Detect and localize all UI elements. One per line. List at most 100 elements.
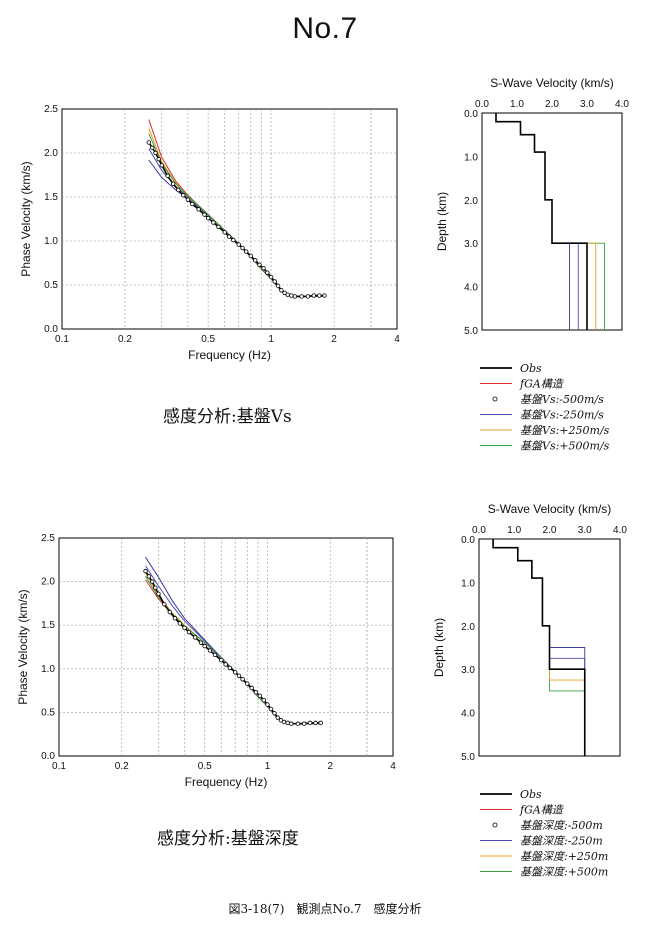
disp-vs-obs-point bbox=[170, 181, 176, 186]
disp-depth-obs-point bbox=[236, 673, 242, 678]
disp-vs-obs-point bbox=[299, 294, 304, 299]
disp-depth-xtick: 1 bbox=[265, 761, 271, 772]
prof-depth-profile-obs bbox=[492, 539, 586, 756]
prof-depth-legend-label: Obs bbox=[520, 788, 542, 801]
disp-vs-obs-point bbox=[190, 201, 195, 207]
disp-depth-ytick: 0.5 bbox=[41, 707, 55, 718]
disp-depth-ytick: 2.0 bbox=[41, 577, 55, 588]
prof-vs-profile-obs bbox=[495, 113, 588, 330]
prof-vs-legend-label: Obs bbox=[520, 362, 542, 375]
disp-depth-obs-point bbox=[186, 629, 192, 635]
prof-depth-ytick: 3.0 bbox=[461, 665, 475, 676]
disp-vs-obs-point bbox=[289, 293, 294, 298]
disp-depth-obs-point bbox=[146, 574, 152, 579]
disp-vs-obs-point bbox=[317, 293, 322, 298]
disp-depth-obs-point bbox=[313, 720, 318, 726]
prof-vs-legend-marker bbox=[492, 396, 498, 402]
disp-depth-obs-point bbox=[245, 681, 250, 686]
prof-depth-legend-marker bbox=[492, 822, 498, 828]
disp-vs-obs-point bbox=[196, 207, 201, 212]
disp-vs-obs-point bbox=[205, 215, 211, 221]
disp-depth-xtick: 0.2 bbox=[115, 761, 129, 772]
disp-depth-obs-point bbox=[167, 609, 173, 615]
disp-vs-obs-point bbox=[222, 229, 227, 235]
disp-depth-ylabel: Phase Velocity (km/s) bbox=[16, 589, 30, 704]
disp-depth-xlabel: Frequency (Hz) bbox=[185, 775, 268, 789]
disp-vs-obs-point bbox=[279, 288, 284, 293]
prof-depth-ytick: 5.0 bbox=[461, 752, 475, 763]
disp-depth-obs-point bbox=[265, 702, 270, 707]
disp-vs-obs-point bbox=[176, 187, 181, 193]
disp-depth-obs-point bbox=[192, 635, 198, 640]
disp-vs-obs-point bbox=[285, 292, 290, 297]
prof-vs-xtick: 4.0 bbox=[615, 99, 629, 110]
disp-depth-obs-point bbox=[198, 640, 204, 645]
disp-vs-ytick: 1.5 bbox=[44, 192, 58, 203]
figure-footer: 図3-18(7) 観測点No.7 感度分析 bbox=[228, 902, 422, 916]
disp-depth-obs-point bbox=[223, 662, 228, 667]
caption-vs: 感度分析:基盤Vs bbox=[163, 407, 292, 427]
prof-depth-ytick: 4.0 bbox=[461, 709, 475, 720]
prof-depth-ytick: 2.0 bbox=[461, 622, 475, 633]
prof-depth-ytick: 1.0 bbox=[461, 578, 475, 589]
disp-depth-obs-point bbox=[249, 685, 254, 691]
prof-vs-ytick: 2.0 bbox=[464, 196, 478, 207]
disp-vs-xtick: 0.1 bbox=[55, 334, 69, 345]
prof-depth-legend-label: 基盤深度:+500m bbox=[520, 866, 608, 879]
prof-vs-legend-label: 基盤Vs:-250m/s bbox=[520, 409, 604, 422]
prof-vs-xtick: 1.0 bbox=[510, 99, 524, 110]
disp-vs-ytick: 0.0 bbox=[44, 324, 58, 335]
prof-depth-xtick: 2.0 bbox=[543, 525, 557, 536]
disp-vs-obs-point bbox=[216, 224, 221, 230]
disp-vs-xtick: 4 bbox=[394, 334, 400, 345]
disp-vs-obs-point bbox=[211, 220, 216, 225]
disp-depth-obs-point bbox=[272, 711, 277, 716]
prof-vs-ytick: 0.0 bbox=[464, 109, 478, 120]
disp-vs-obs-point bbox=[243, 249, 249, 254]
disp-depth-obs-point bbox=[162, 602, 167, 607]
disp-vs-obs-point bbox=[159, 163, 164, 168]
disp-vs-obs-point bbox=[150, 145, 155, 150]
disp-vs-obs-point bbox=[146, 140, 151, 145]
prof-depth-legend-label: 基盤深度:+250m bbox=[520, 850, 608, 863]
disp-vs-obs-point bbox=[305, 294, 311, 299]
disp-vs-obs-point bbox=[153, 150, 158, 156]
prof-vs-ylabel: Depth (km) bbox=[435, 192, 449, 251]
disp-depth-obs-point bbox=[182, 625, 187, 631]
disp-depth-obs-point bbox=[172, 616, 178, 621]
page-title: No.7 bbox=[292, 12, 358, 45]
disp-vs-obs-point bbox=[261, 266, 266, 271]
prof-depth-ytick: 0.0 bbox=[461, 535, 475, 546]
disp-vs-ytick: 2.5 bbox=[44, 104, 58, 115]
disp-vs-obs-point bbox=[240, 245, 245, 251]
disp-depth-obs-point bbox=[268, 706, 274, 712]
disp-vs-ytick: 0.5 bbox=[44, 280, 58, 291]
prof-vs-legend-label: 基盤Vs:+500m/s bbox=[520, 440, 610, 453]
disp-depth-obs-point bbox=[281, 719, 287, 725]
disp-vs-obs-point bbox=[185, 197, 191, 202]
disp-depth-obs-point bbox=[143, 568, 148, 574]
prof-depth-legend-label: 基盤深度:-500m bbox=[520, 819, 603, 832]
disp-depth-obs-point bbox=[257, 693, 263, 699]
prof-vs-xtick: 2.0 bbox=[545, 99, 559, 110]
disp-depth-xtick: 2 bbox=[327, 761, 333, 772]
prof-depth-title: S-Wave Velocity (km/s) bbox=[488, 502, 612, 516]
disp-depth-obs-point bbox=[232, 670, 238, 675]
disp-vs-plot-frame bbox=[61, 108, 398, 330]
disp-vs-obs-point bbox=[322, 293, 327, 298]
prof-depth-xtick: 4.0 bbox=[613, 525, 627, 536]
prof-vs-legend-label: 基盤Vs:+250m/s bbox=[520, 424, 610, 437]
prof-vs-xtick: 0.0 bbox=[475, 99, 489, 110]
disp-depth-xtick: 4 bbox=[390, 761, 396, 772]
disp-depth-obs-point bbox=[150, 579, 155, 584]
disp-vs-obs-point bbox=[275, 283, 281, 289]
disp-vs-xtick: 2 bbox=[331, 334, 337, 345]
disp-depth-obs-point bbox=[301, 721, 307, 726]
disp-vs-xtick: 0.2 bbox=[118, 334, 132, 345]
disp-depth-obs-point bbox=[261, 697, 266, 703]
disp-vs-ytick: 2.0 bbox=[44, 148, 58, 159]
caption-depth: 感度分析:基盤深度 bbox=[157, 829, 299, 849]
disp-vs-obs-point bbox=[236, 242, 241, 247]
disp-depth-obs-point bbox=[253, 690, 259, 695]
